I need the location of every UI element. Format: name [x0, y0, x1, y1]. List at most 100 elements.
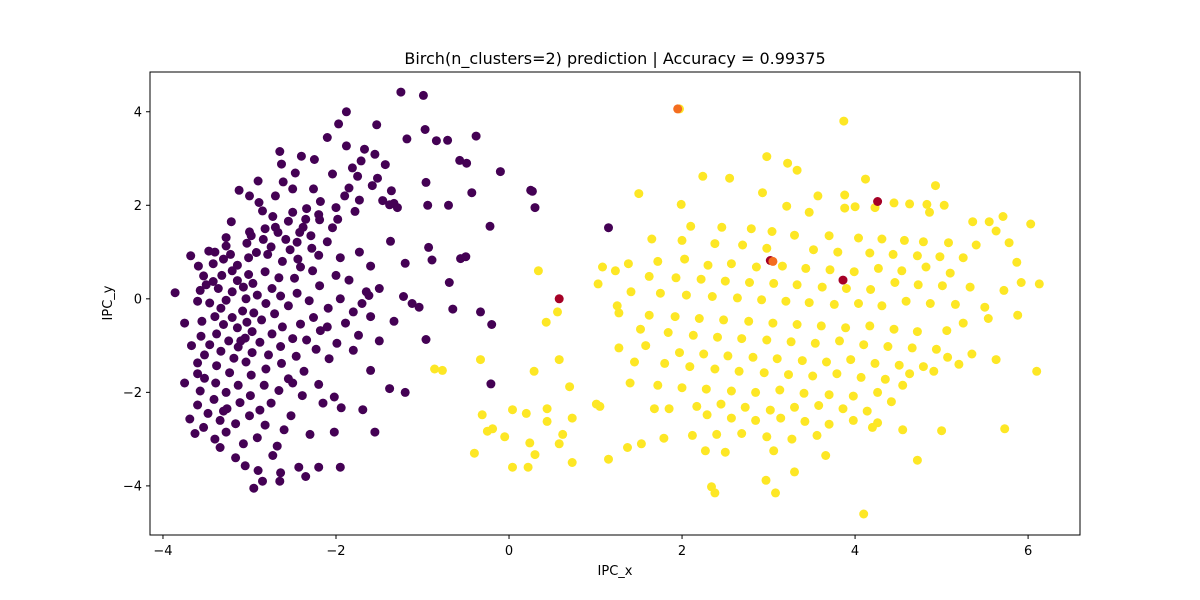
data-point	[281, 234, 291, 244]
data-point	[255, 405, 265, 415]
data-point	[710, 364, 720, 374]
data-point	[825, 265, 835, 275]
data-point	[444, 278, 454, 287]
data-point	[266, 242, 276, 252]
data-point	[720, 276, 730, 286]
data-point	[614, 343, 624, 353]
data-point	[762, 152, 772, 162]
data-point	[267, 329, 277, 339]
x-tick-label: 2	[678, 544, 686, 559]
data-point	[226, 249, 235, 259]
data-point	[935, 252, 945, 262]
data-point	[301, 214, 311, 224]
data-point	[529, 366, 539, 376]
data-point	[737, 334, 747, 344]
data-point	[318, 398, 328, 408]
data-point	[231, 419, 241, 429]
x-axis-label: IPC_x	[598, 564, 633, 579]
data-point	[258, 234, 268, 244]
data-point	[699, 349, 709, 359]
data-point	[558, 429, 568, 439]
x-tick-label: 0	[505, 544, 513, 559]
data-point	[333, 214, 343, 224]
data-point	[641, 341, 651, 351]
data-point	[400, 387, 410, 397]
data-point	[205, 340, 215, 350]
data-point	[889, 198, 899, 208]
data-point	[925, 299, 935, 308]
data-point	[762, 243, 772, 253]
data-point	[297, 391, 307, 401]
data-point	[227, 313, 237, 322]
data-point	[180, 378, 190, 388]
data-point	[944, 238, 953, 248]
data-point	[193, 358, 203, 368]
data-point	[314, 250, 324, 260]
data-point	[190, 429, 200, 438]
data-point	[245, 411, 254, 421]
data-point	[276, 342, 286, 351]
data-point	[614, 308, 624, 318]
data-point	[734, 366, 744, 376]
data-point	[808, 371, 818, 381]
data-point	[660, 358, 670, 368]
data-point	[867, 422, 877, 432]
data-point	[707, 292, 717, 301]
scatter-points	[170, 87, 1044, 519]
data-point	[234, 185, 244, 195]
data-point	[225, 368, 235, 378]
data-point	[898, 425, 908, 435]
data-point	[712, 429, 722, 439]
data-point	[418, 90, 428, 100]
data-point	[240, 461, 250, 471]
data-point	[260, 224, 270, 234]
data-point	[719, 315, 729, 325]
data-point	[880, 374, 890, 384]
data-point	[767, 227, 777, 236]
data-point	[378, 196, 388, 206]
data-point	[238, 282, 248, 292]
data-point	[288, 378, 298, 388]
data-point	[185, 414, 195, 424]
data-point	[448, 304, 458, 314]
data-point	[420, 125, 430, 134]
data-point	[421, 335, 431, 344]
data-point	[210, 247, 220, 257]
data-point	[341, 318, 350, 328]
data-point	[296, 151, 306, 161]
data-point	[698, 171, 708, 181]
data-point	[931, 344, 941, 354]
data-point	[931, 181, 940, 191]
data-point	[838, 275, 848, 285]
data-point	[354, 330, 363, 340]
data-point	[647, 234, 657, 244]
data-point	[348, 345, 358, 355]
data-point	[1032, 366, 1042, 376]
data-point	[653, 380, 663, 390]
data-point	[980, 302, 990, 312]
data-point	[386, 186, 396, 196]
data-point	[264, 350, 273, 360]
data-point	[913, 280, 923, 290]
data-point	[726, 386, 736, 396]
data-point	[567, 458, 577, 467]
data-point	[899, 235, 909, 245]
data-point	[873, 263, 883, 273]
data-point	[702, 410, 712, 420]
data-point	[216, 346, 226, 356]
data-point	[277, 159, 286, 169]
x-axis: −4 −2 0 2 4 6	[153, 535, 1032, 559]
y-tick-label: 2	[134, 199, 142, 214]
data-point	[216, 303, 226, 313]
data-point	[792, 165, 802, 175]
x-tick-label: 6	[1024, 544, 1032, 559]
data-point	[354, 247, 364, 257]
data-point	[296, 262, 305, 272]
data-point	[212, 329, 222, 339]
data-point	[797, 356, 807, 366]
data-point	[768, 256, 778, 266]
data-point	[431, 136, 441, 146]
data-point	[314, 379, 324, 389]
data-point	[423, 200, 433, 210]
data-point	[357, 299, 367, 308]
